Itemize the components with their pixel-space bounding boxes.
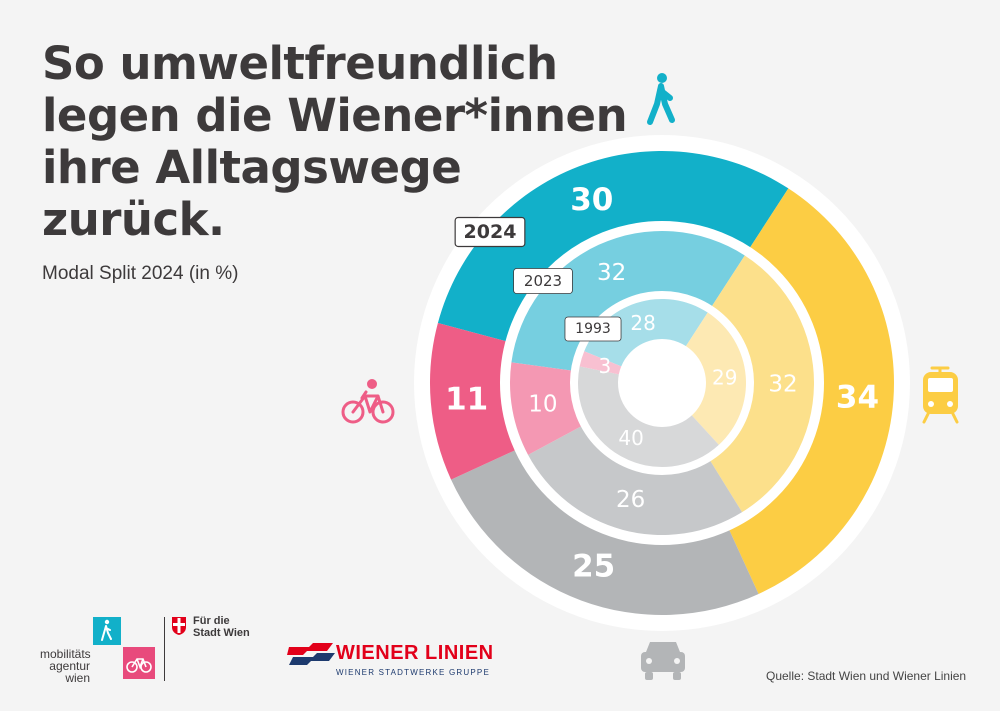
source-note: Quelle: Stadt Wien und Wiener Linien xyxy=(766,669,967,683)
bike-icon xyxy=(123,647,155,679)
donut-segment-2023-car xyxy=(528,425,743,536)
year-badge-2023: 2023 xyxy=(524,272,562,290)
year-badge-1993: 1993 xyxy=(575,321,611,337)
wien-coat-of-arms-icon xyxy=(172,617,186,635)
mobilitaetsagentur-wordmark: mobilitäts agentur wien xyxy=(40,647,91,685)
donut-hole xyxy=(622,343,702,423)
data-label-1993-bike: 3 xyxy=(599,354,612,378)
donut-segment-2024-oepnv xyxy=(728,188,894,594)
data-label-2024-car: 25 xyxy=(572,549,615,585)
data-label-2024-oepnv: 34 xyxy=(836,379,879,415)
donut-segment-1993-bike xyxy=(579,351,624,375)
wiener-linien-logo-icon xyxy=(287,643,335,665)
ring-separator xyxy=(500,221,824,545)
logo-text-line: Stadt Wien xyxy=(193,627,250,639)
data-label-1993-car: 40 xyxy=(618,426,643,450)
data-label-2024-walk: 30 xyxy=(570,182,613,218)
data-label-2024-bike: 11 xyxy=(445,381,488,417)
chart-subtitle: Modal Split 2024 (in %) xyxy=(42,263,239,284)
donut-segment-2024-car xyxy=(451,449,759,615)
donut-segment-2024-bike xyxy=(430,322,517,480)
data-label-2023-oepnv: 32 xyxy=(768,371,797,397)
walk-icon xyxy=(93,617,121,645)
year-badge-box xyxy=(564,316,622,342)
car-icon xyxy=(641,642,685,680)
year-badge-box xyxy=(454,216,526,248)
bike-icon xyxy=(341,379,395,424)
donut-segment-2023-oepnv xyxy=(709,255,815,513)
data-label-2023-bike: 10 xyxy=(528,391,557,417)
logo-text-line: Für die xyxy=(193,615,230,627)
logo-text-line: agentur xyxy=(49,659,90,673)
wiener-linien-wordmark: WIENER LINIEN xyxy=(336,642,494,664)
data-label-1993-walk: 28 xyxy=(630,311,655,335)
logo-text-line: wien xyxy=(65,671,90,685)
donut-segment-2023-bike xyxy=(510,362,583,455)
data-label-2023-car: 26 xyxy=(616,487,645,513)
donut-segment-1993-car xyxy=(578,366,719,468)
logo-divider xyxy=(164,617,165,681)
title-line: legen die Wiener*innen xyxy=(42,89,628,142)
logo-text-line: mobilitäts xyxy=(40,647,91,661)
year-badge-2024: 2024 xyxy=(464,221,517,243)
data-label-2023-walk: 32 xyxy=(597,260,626,286)
donut-segment-1993-walk xyxy=(584,299,708,368)
data-label-1993-oepnv: 29 xyxy=(712,366,737,390)
stadt-wien-wordmark: Für die Stadt Wien xyxy=(193,615,250,639)
wiener-linien-subline: WIENER STADTWERKE GRUPPE xyxy=(336,668,490,677)
tram-icon xyxy=(922,366,959,424)
page-title: So umweltfreundlich legen die Wiener*inn… xyxy=(42,37,628,246)
title-line: So umweltfreundlich xyxy=(42,37,558,90)
walk-icon xyxy=(647,73,675,125)
donut-segment-1993-oepnv xyxy=(684,312,746,445)
donut-segment-2024-walk xyxy=(437,151,789,342)
ring-separator xyxy=(570,291,754,475)
title-line: ihre Alltagswege xyxy=(42,141,462,194)
title-line: zurück. xyxy=(42,193,225,246)
year-badge-box xyxy=(513,268,573,294)
